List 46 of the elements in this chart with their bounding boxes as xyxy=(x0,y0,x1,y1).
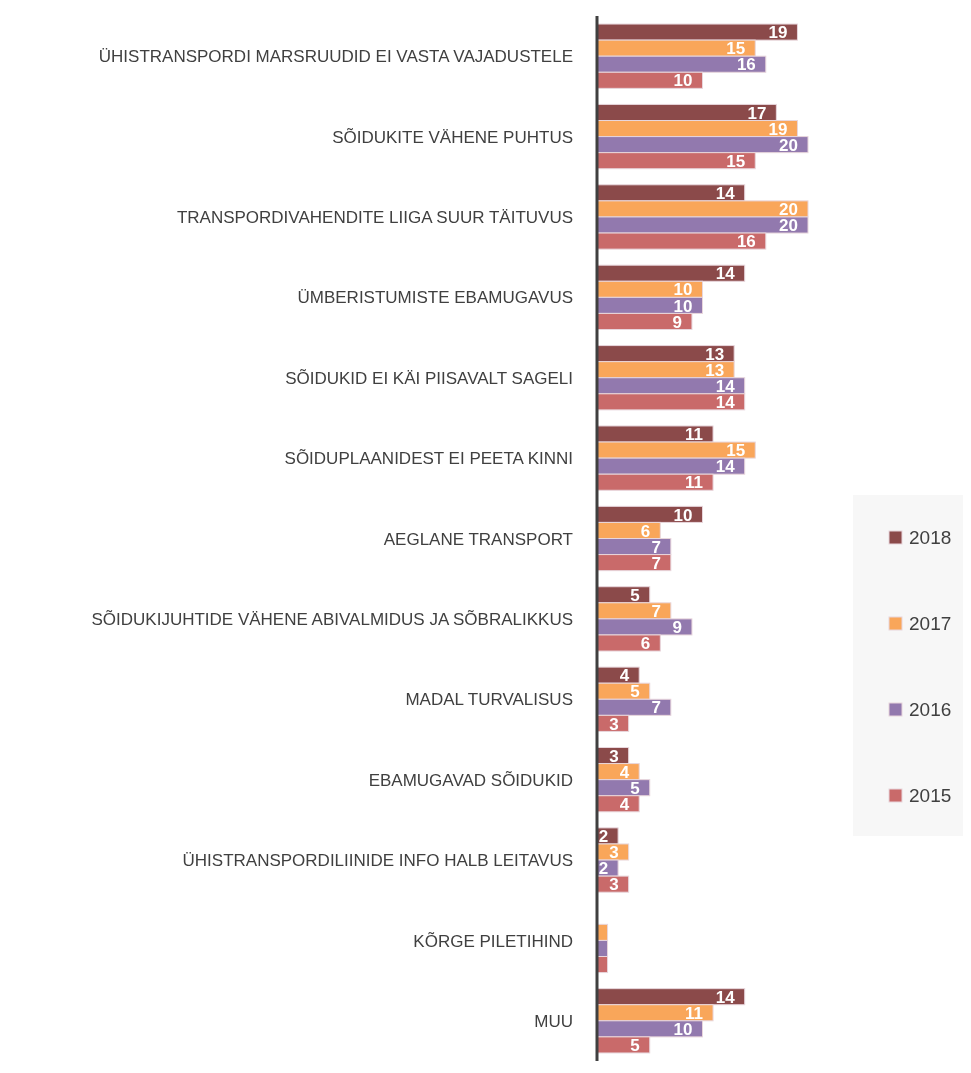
y-tick-label: KÕRGE PILETIHIND xyxy=(413,931,573,951)
y-tick-label: TRANSPORDIVAHENDITE LIIGA SUUR TÄITUVUS xyxy=(176,208,573,228)
y-tick-label: ÜHISTRANSPORDILIINIDE INFO HALB LEITAVUS xyxy=(182,851,573,871)
y-tick-label: SÕIDUPLAANIDEST EI PEETA KINNI xyxy=(284,449,573,469)
data-label: 5 xyxy=(630,585,640,605)
y-tick-label: SÕIDUKID EI KÄI PIISAVALT SAGELI xyxy=(285,368,573,388)
y-tick-label: SÕIDUKITE VÄHENE PUHTUS xyxy=(332,127,573,147)
data-label: 6 xyxy=(640,634,651,654)
data-label: 10 xyxy=(673,505,693,525)
data-label: 11 xyxy=(685,473,704,493)
y-tick-label: ÜHISTRANSPORDI MARSRUUDID EI VASTA VAJADUSTELE xyxy=(98,47,573,67)
data-label: 14 xyxy=(715,183,736,203)
data-label: 19 xyxy=(768,23,788,43)
data-label: 3 xyxy=(609,714,619,734)
data-label: 3 xyxy=(609,843,619,863)
data-label: 3 xyxy=(609,746,619,766)
data-label: 16 xyxy=(736,232,756,252)
data-label: 15 xyxy=(726,151,746,171)
legend-label: 2017 xyxy=(909,612,952,634)
data-label: 5 xyxy=(630,1036,640,1056)
data-label: 17 xyxy=(747,103,767,123)
data-label: 7 xyxy=(651,698,661,718)
data-label: 7 xyxy=(651,601,661,621)
data-label: 6 xyxy=(640,521,651,541)
y-tick-label: AEGLANE TRANSPORT xyxy=(383,529,573,549)
data-label: 4 xyxy=(619,666,630,686)
y-tick-label: ÜMBERISTUMISTE EBAMUGAVUS xyxy=(297,288,573,308)
legend-label: 2015 xyxy=(909,784,952,806)
data-label: 14 xyxy=(715,264,736,284)
legend-label: 2016 xyxy=(909,698,952,720)
data-label: 2 xyxy=(598,827,609,847)
y-tick-label: MUU xyxy=(534,1011,573,1031)
y-tick-label: EBAMUGAVAD SÕIDUKID xyxy=(368,770,573,790)
y-tick-label: SÕIDUKIJUHTIDE VÄHENE ABIVALMIDUS JA SÕBRALIKKUS xyxy=(91,610,573,629)
data-label: 14 xyxy=(715,987,736,1007)
y-tick-label: MADAL TURVALISUS xyxy=(405,690,573,710)
data-label: 10 xyxy=(673,71,693,91)
data-label: 4 xyxy=(619,762,630,782)
data-label: 9 xyxy=(672,618,682,638)
data-label: 2 xyxy=(598,859,609,879)
data-label: 5 xyxy=(630,778,640,798)
data-label: 5 xyxy=(630,682,640,702)
data-label: 11 xyxy=(685,425,704,445)
data-label: 3 xyxy=(609,875,619,895)
data-label: 4 xyxy=(619,794,630,814)
legend-label: 2018 xyxy=(909,526,952,548)
